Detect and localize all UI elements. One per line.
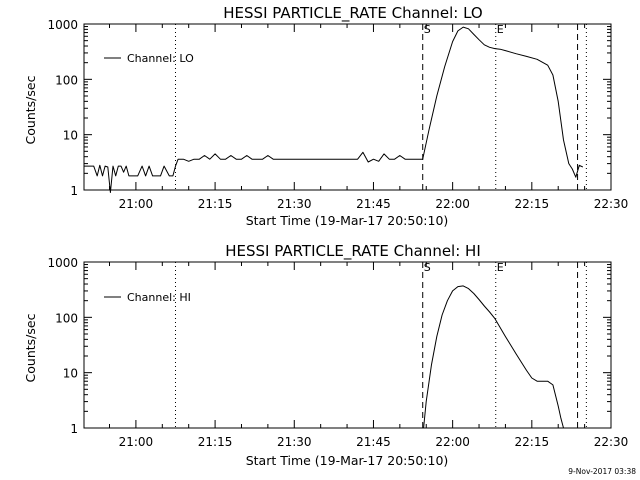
y-tick-label: 1 — [70, 184, 78, 198]
panel-lo-legend-label: Channel: LO — [127, 52, 194, 65]
y-tick-label: 10 — [63, 129, 78, 143]
footer-timestamp: 9-Nov-2017 03:38 — [568, 467, 636, 476]
x-tick-label: 22:30 — [594, 435, 629, 449]
event-marker-label: S — [424, 261, 431, 274]
event-marker-label: S — [424, 23, 431, 36]
x-tick-label: 21:00 — [119, 197, 154, 211]
x-tick-label: 21:15 — [198, 435, 233, 449]
x-tick-label: 22:15 — [515, 197, 550, 211]
panel-hi-y-axis-title: Counts/sec — [23, 313, 38, 382]
x-tick-label: 21:45 — [356, 435, 391, 449]
panel-lo: HESSI PARTICLE_RATE Channel: LO Counts/s… — [23, 4, 628, 228]
x-tick-label: 21:15 — [198, 197, 233, 211]
x-tick-label: 22:00 — [435, 197, 470, 211]
panel-hi: HESSI PARTICLE_RATE Channel: HI Counts/s… — [23, 242, 628, 468]
panel-lo-x-axis-title: Start Time (19-Mar-17 20:50:10) — [246, 213, 449, 228]
x-tick-label: 22:30 — [594, 197, 629, 211]
y-tick-label: 1 — [70, 422, 78, 436]
panel-hi-legend: Channel: HI — [104, 291, 191, 304]
panel-hi-ticks: 21:00 21:15 21:30 21:45 22:00 22:15 22:30 1 10 10… — [47, 256, 628, 449]
x-tick-label: 21:30 — [277, 197, 312, 211]
panel-lo-series-line — [84, 26, 584, 193]
panel-hi-legend-label: Channel: HI — [127, 291, 191, 304]
panel-lo-title: HESSI PARTICLE_RATE Channel: LO — [223, 4, 482, 23]
panel-lo-legend: Channel: LO — [104, 52, 194, 65]
x-tick-label: 22:00 — [435, 435, 470, 449]
event-marker-label: E — [497, 261, 504, 274]
panel-hi-plot-frame — [83, 261, 612, 429]
panel-hi-series-line — [423, 285, 564, 429]
y-tick-label: 1000 — [47, 256, 78, 270]
y-tick-label: 10 — [63, 367, 78, 381]
y-tick-label: 100 — [55, 73, 78, 87]
panel-lo-y-axis-title: Counts/sec — [23, 75, 38, 144]
panel-hi-title: HESSI PARTICLE_RATE Channel: HI — [225, 242, 481, 261]
x-tick-label: 21:30 — [277, 435, 312, 449]
panel-hi-x-axis-title: Start Time (19-Mar-17 20:50:10) — [246, 453, 449, 468]
y-tick-label: 100 — [55, 311, 78, 325]
panel-lo-plot-frame — [83, 23, 612, 191]
event-marker-label: E — [497, 23, 504, 36]
y-tick-label: 1000 — [47, 18, 78, 32]
x-tick-label: 21:45 — [356, 197, 391, 211]
x-tick-label: 22:15 — [515, 435, 550, 449]
panel-lo-ticks: 21:00 21:15 21:30 21:45 22:00 22:15 22:30 1 10 10… — [47, 18, 628, 211]
x-tick-label: 21:00 — [119, 435, 154, 449]
